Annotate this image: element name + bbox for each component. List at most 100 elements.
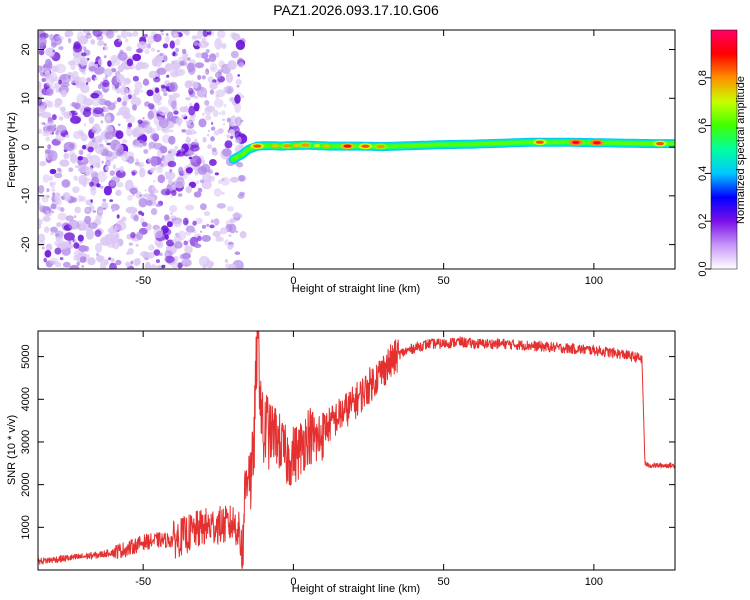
signal-peak: [322, 144, 331, 148]
noise-blob: [184, 204, 195, 211]
noise-blob: [226, 134, 231, 139]
noise-blob: [63, 192, 72, 202]
noise-blob: [188, 105, 196, 116]
noise-blob: [90, 185, 97, 196]
snr-x-label: Height of straight line (km): [292, 583, 420, 595]
noise-blob: [206, 133, 210, 137]
noise-blob: [200, 203, 207, 211]
noise-blob: [154, 87, 160, 94]
noise-blob: [40, 121, 45, 125]
noise-blob: [102, 198, 107, 202]
noise-blob: [181, 114, 185, 119]
noise-blob: [228, 263, 237, 269]
noise-blob: [164, 214, 170, 221]
noise-blob: [121, 101, 128, 107]
spectrogram-signal-track: [228, 137, 675, 164]
noise-blob: [129, 187, 138, 194]
snr-frame: [37, 330, 676, 571]
spectrogram-x-tick-label: 50: [438, 275, 450, 287]
signal-peak: [361, 144, 370, 148]
noise-blob: [202, 173, 212, 183]
colorbar-gradient-bar: [710, 29, 738, 270]
noise-blob: [153, 227, 164, 239]
noise-blob: [127, 194, 133, 201]
spectrogram-x-label: Height of straight line (km): [292, 283, 420, 295]
noise-blob: [81, 52, 87, 57]
noise-blob: [236, 161, 244, 168]
noise-blob: [204, 71, 208, 75]
noise-blob: [183, 240, 189, 246]
noise-blob: [58, 73, 71, 85]
noise-blob: [116, 97, 122, 103]
noise-blob: [98, 58, 103, 66]
noise-blob: [139, 194, 142, 197]
noise-blob: [50, 232, 54, 236]
noise-blob: [103, 55, 107, 59]
noise-blob: [59, 159, 70, 167]
noise-blob: [73, 215, 77, 219]
noise-blob: [214, 71, 222, 79]
noise-blob: [58, 46, 64, 51]
noise-blob: [155, 203, 162, 208]
noise-blob: [150, 156, 158, 167]
noise-blob: [235, 39, 246, 51]
noise-blob: [59, 116, 64, 121]
noise-blob: [209, 63, 218, 73]
spectrogram-y-axis: -20 -10 0 10 20: [20, 43, 675, 253]
snr-y-tick-label: 5000: [20, 344, 32, 368]
noise-blob: [168, 94, 173, 98]
noise-blob: [232, 32, 238, 39]
noise-blob: [108, 257, 112, 261]
noise-blob: [38, 185, 45, 194]
noise-blob: [235, 230, 239, 233]
noise-blob: [187, 239, 190, 243]
snr-x-tick-label: 0: [290, 576, 296, 588]
snr-x-tick-label: 50: [438, 576, 450, 588]
noise-blob: [194, 241, 199, 248]
noise-blob: [43, 257, 47, 263]
noise-blob: [163, 55, 168, 62]
noise-blob: [166, 221, 173, 228]
noise-blob: [153, 179, 156, 183]
noise-blob: [89, 181, 94, 187]
signal-peak: [592, 141, 601, 145]
noise-blob: [160, 163, 164, 167]
noise-blob: [121, 30, 128, 39]
noise-blob: [103, 185, 112, 196]
noise-blob: [116, 74, 125, 84]
noise-blob: [191, 81, 199, 89]
colorbar-ticks: 0.0 0.2 0.4 0.6 0.8: [697, 70, 711, 277]
noise-blob: [134, 161, 140, 166]
noise-blob: [144, 189, 147, 192]
noise-blob: [104, 100, 112, 107]
noise-blob: [79, 56, 88, 67]
noise-blob: [77, 156, 84, 161]
noise-blob: [172, 92, 180, 99]
noise-blob: [55, 88, 60, 93]
noise-blob: [45, 136, 51, 142]
noise-blob: [101, 160, 104, 164]
noise-blob: [133, 88, 141, 96]
noise-blob: [143, 33, 148, 38]
noise-blob: [214, 172, 219, 176]
noise-blob: [205, 260, 214, 269]
noise-blob: [206, 223, 210, 227]
noise-blob: [188, 87, 194, 95]
noise-blob: [194, 170, 199, 176]
noise-blob: [169, 205, 178, 213]
noise-blob: [146, 252, 155, 259]
noise-blob: [106, 142, 111, 146]
noise-blob: [56, 222, 62, 228]
noise-blob: [202, 136, 207, 143]
noise-blob: [83, 123, 86, 127]
noise-blob: [51, 114, 57, 121]
noise-blob: [178, 166, 184, 175]
noise-blob: [49, 181, 53, 187]
noise-blob: [94, 63, 99, 68]
noise-blob: [59, 257, 64, 261]
snr-y-tick-label: 4000: [20, 387, 32, 411]
noise-blob: [225, 74, 229, 78]
snr-x-tick-label: 100: [585, 576, 603, 588]
noise-blob: [77, 234, 84, 242]
noise-blob: [45, 47, 56, 57]
